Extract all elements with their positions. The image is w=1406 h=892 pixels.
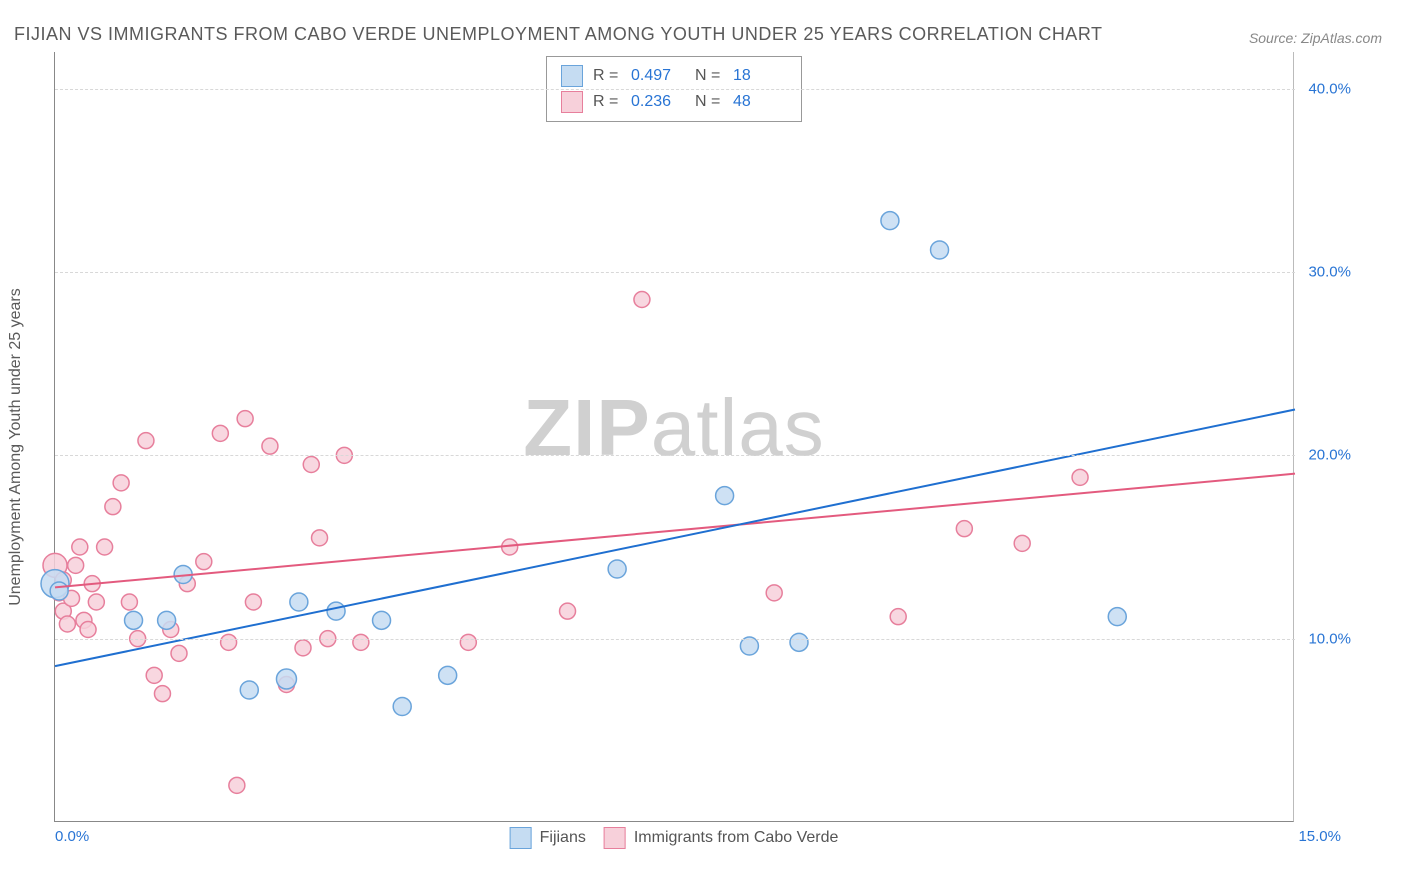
data-point xyxy=(72,539,88,555)
data-point xyxy=(393,698,411,716)
data-point xyxy=(353,634,369,650)
data-point xyxy=(221,634,237,650)
r-label-1: R = xyxy=(593,67,621,85)
trend-line xyxy=(55,474,1295,588)
data-point xyxy=(237,411,253,427)
scatter-svg xyxy=(55,52,1295,822)
source-attribution: Source: ZipAtlas.com xyxy=(1249,30,1382,46)
data-point xyxy=(50,582,68,600)
data-point xyxy=(290,593,308,611)
legend-label-fijians: Fijians xyxy=(540,829,586,847)
data-point xyxy=(327,602,345,620)
r-label-2: R = xyxy=(593,93,621,111)
data-point xyxy=(59,616,75,632)
data-point xyxy=(1108,608,1126,626)
data-point xyxy=(113,475,129,491)
data-point xyxy=(881,212,899,230)
n-label-2: N = xyxy=(695,93,723,111)
data-point xyxy=(80,622,96,638)
data-point xyxy=(154,686,170,702)
data-point xyxy=(240,681,258,699)
gridline xyxy=(55,89,1295,90)
trend-line xyxy=(55,410,1295,667)
data-point xyxy=(766,585,782,601)
plot-container: Unemployment Among Youth under 25 years … xyxy=(54,52,1384,842)
data-point xyxy=(146,667,162,683)
legend-item-cabo-verde: Immigrants from Cabo Verde xyxy=(604,827,839,849)
y-axis-label: Unemployment Among Youth under 25 years xyxy=(7,288,25,606)
data-point xyxy=(88,594,104,610)
data-point xyxy=(312,530,328,546)
swatch-fijians-icon xyxy=(561,65,583,87)
data-point xyxy=(262,438,278,454)
data-point xyxy=(740,637,758,655)
data-point xyxy=(634,292,650,308)
n-label-1: N = xyxy=(695,67,723,85)
n-value-1: 18 xyxy=(733,67,787,85)
data-point xyxy=(276,669,296,689)
legend-stats-row-2: R = 0.236 N = 48 xyxy=(561,89,787,115)
x-tick-max: 15.0% xyxy=(1298,828,1341,845)
legend-item-fijians: Fijians xyxy=(510,827,586,849)
gridline xyxy=(55,272,1295,273)
y-tick-label: 30.0% xyxy=(1308,264,1351,281)
chart-title: FIJIAN VS IMMIGRANTS FROM CABO VERDE UNE… xyxy=(14,24,1103,45)
data-point xyxy=(196,554,212,570)
data-point xyxy=(790,633,808,651)
data-point xyxy=(439,666,457,684)
data-point xyxy=(229,777,245,793)
data-point xyxy=(158,611,176,629)
data-point xyxy=(608,560,626,578)
data-point xyxy=(303,457,319,473)
y-tick-label: 10.0% xyxy=(1308,630,1351,647)
r-value-2: 0.236 xyxy=(631,93,685,111)
data-point xyxy=(105,499,121,515)
y-tick-label: 20.0% xyxy=(1308,447,1351,464)
data-point xyxy=(560,603,576,619)
data-point xyxy=(460,634,476,650)
data-point xyxy=(295,640,311,656)
data-point xyxy=(97,539,113,555)
plot-area: ZIPatlas R = 0.497 N = 18 R = 0.236 N = … xyxy=(54,52,1294,822)
r-value-1: 0.497 xyxy=(631,67,685,85)
data-point xyxy=(1014,535,1030,551)
data-point xyxy=(373,611,391,629)
gridline xyxy=(55,639,1295,640)
legend-stats-row-1: R = 0.497 N = 18 xyxy=(561,63,787,89)
swatch-fijians-bottom-icon xyxy=(510,827,532,849)
data-point xyxy=(1072,469,1088,485)
data-point xyxy=(931,241,949,259)
gridline xyxy=(55,455,1295,456)
data-point xyxy=(125,611,143,629)
y-tick-label: 40.0% xyxy=(1308,80,1351,97)
data-point xyxy=(890,609,906,625)
legend-label-cabo-verde: Immigrants from Cabo Verde xyxy=(634,829,839,847)
data-point xyxy=(138,433,154,449)
n-value-2: 48 xyxy=(733,93,787,111)
data-point xyxy=(212,425,228,441)
legend-series: Fijians Immigrants from Cabo Verde xyxy=(510,827,839,849)
data-point xyxy=(68,557,84,573)
data-point xyxy=(171,645,187,661)
data-point xyxy=(956,521,972,537)
data-point xyxy=(716,487,734,505)
swatch-cabo-verde-bottom-icon xyxy=(604,827,626,849)
data-point xyxy=(245,594,261,610)
swatch-cabo-verde-icon xyxy=(561,91,583,113)
data-point xyxy=(121,594,137,610)
x-tick-min: 0.0% xyxy=(55,828,89,845)
